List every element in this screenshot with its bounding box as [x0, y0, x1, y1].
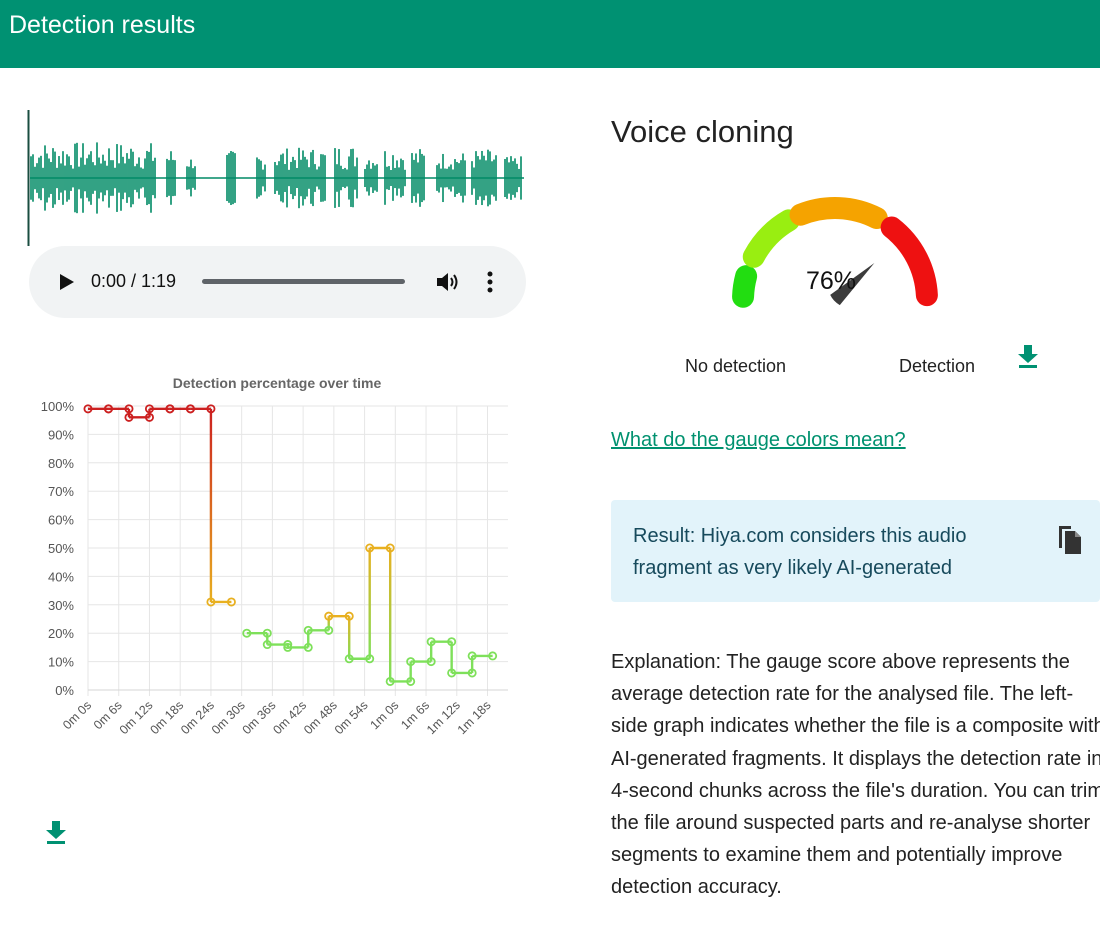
chart-x-tick-label: 1m 0s	[367, 698, 401, 732]
seek-bar[interactable]	[202, 279, 405, 284]
more-vert-icon[interactable]	[484, 270, 496, 294]
chart-point[interactable]	[262, 628, 272, 638]
chart-point[interactable]	[467, 668, 477, 678]
chart-point[interactable]	[303, 625, 313, 635]
chart-x-tick-label: 0m 0s	[60, 698, 94, 732]
chart-y-tick-label: 50%	[48, 541, 74, 556]
chart-point[interactable]	[283, 640, 293, 650]
chart-point[interactable]	[324, 625, 334, 635]
volume-icon[interactable]	[435, 270, 461, 294]
chart-point[interactable]	[165, 404, 175, 414]
chart-point[interactable]	[103, 404, 113, 414]
download-icon[interactable]	[44, 819, 68, 845]
chart-y-tick-label: 40%	[48, 569, 74, 584]
chart-y-tick-label: 30%	[48, 598, 74, 613]
chart-point[interactable]	[83, 404, 93, 414]
chart-y-tick-label: 10%	[48, 655, 74, 670]
chart-x-tick-label: 0m 42s	[270, 698, 309, 737]
chart-x-tick-label: 0m 24s	[178, 698, 217, 737]
gauge-colors-link[interactable]: What do the gauge colors mean?	[611, 429, 906, 451]
result-alert: Result: Hiya.com considers this audio fr…	[611, 500, 1100, 602]
chart-y-tick-label: 70%	[48, 484, 74, 499]
time-display: 0:00 / 1:19	[91, 271, 177, 291]
chart-point[interactable]	[344, 611, 354, 621]
chart-y-tick-label: 90%	[48, 427, 74, 442]
chart-x-tick-label: 0m 54s	[332, 698, 371, 737]
chart-point[interactable]	[144, 404, 154, 414]
chart-title: Detection percentage over time	[173, 375, 382, 391]
chart-y-tick-label: 0%	[55, 683, 74, 698]
result-text: Result: Hiya.com considers this audio fr…	[633, 525, 967, 579]
chart-point[interactable]	[144, 412, 154, 422]
chart-point[interactable]	[365, 654, 375, 664]
chart-point[interactable]	[385, 676, 395, 686]
chart-point[interactable]	[303, 642, 313, 652]
gauge-segment	[742, 209, 800, 268]
gauge-needle	[830, 263, 875, 306]
chart-point[interactable]	[262, 640, 272, 650]
explanation-text: Explanation: The gauge score above repre…	[611, 651, 1100, 899]
chart-x-tick-label: 1m 18s	[455, 698, 494, 737]
gauge-segment	[880, 216, 938, 307]
chart-point[interactable]	[406, 657, 416, 667]
page-title: Detection results	[9, 11, 196, 39]
gauge-segment	[732, 265, 758, 308]
chart-point[interactable]	[385, 543, 395, 553]
chart-y-tick-label: 100%	[41, 399, 75, 414]
gauge-value: 76%	[806, 267, 857, 295]
detection-type-title: Voice cloning	[611, 114, 794, 149]
chart-point[interactable]	[426, 637, 436, 647]
copy-icon[interactable]	[1055, 524, 1083, 556]
chart-point[interactable]	[206, 404, 216, 414]
chart-point[interactable]	[344, 654, 354, 664]
app-header: Detection results	[0, 0, 1100, 68]
chart-point[interactable]	[283, 642, 293, 652]
chart-point[interactable]	[124, 404, 134, 414]
chart-point[interactable]	[206, 597, 216, 607]
audio-waveform[interactable]	[27, 110, 527, 246]
chart-point[interactable]	[406, 676, 416, 686]
gauge-detection-label: Detection	[899, 356, 976, 376]
gauge-segment	[789, 197, 888, 230]
gauge-no-detection-label: No detection	[685, 356, 787, 376]
chart-point[interactable]	[488, 651, 498, 661]
chart-y-tick-label: 20%	[48, 626, 74, 641]
chart-x-tick-label: 0m 30s	[209, 698, 248, 737]
chart-point[interactable]	[226, 597, 236, 607]
chart-point[interactable]	[447, 668, 457, 678]
play-icon[interactable]	[57, 271, 77, 293]
chart-x-tick-label: 0m 18s	[147, 698, 186, 737]
chart-y-tick-label: 80%	[48, 456, 74, 471]
chart-point[interactable]	[124, 412, 134, 422]
chart-x-tick-label: 0m 36s	[240, 698, 279, 737]
detection-chart: Detection percentage over time 0% 10% 20% 3…	[41, 375, 508, 737]
detection-gauge	[732, 197, 938, 308]
chart-x-tick-label: 0m 12s	[117, 698, 156, 737]
chart-point[interactable]	[365, 543, 375, 553]
chart-point[interactable]	[242, 628, 252, 638]
chart-point[interactable]	[467, 651, 477, 661]
chart-x-tick-label: 1m 12s	[424, 698, 463, 737]
chart-point[interactable]	[324, 611, 334, 621]
download-icon[interactable]	[1016, 343, 1040, 369]
chart-x-tick-label: 0m 48s	[301, 698, 340, 737]
chart-point[interactable]	[447, 637, 457, 647]
chart-y-tick-label: 60%	[48, 513, 74, 528]
chart-point[interactable]	[426, 657, 436, 667]
chart-point[interactable]	[185, 404, 195, 414]
audio-player: 0:00 / 1:19	[29, 246, 526, 318]
